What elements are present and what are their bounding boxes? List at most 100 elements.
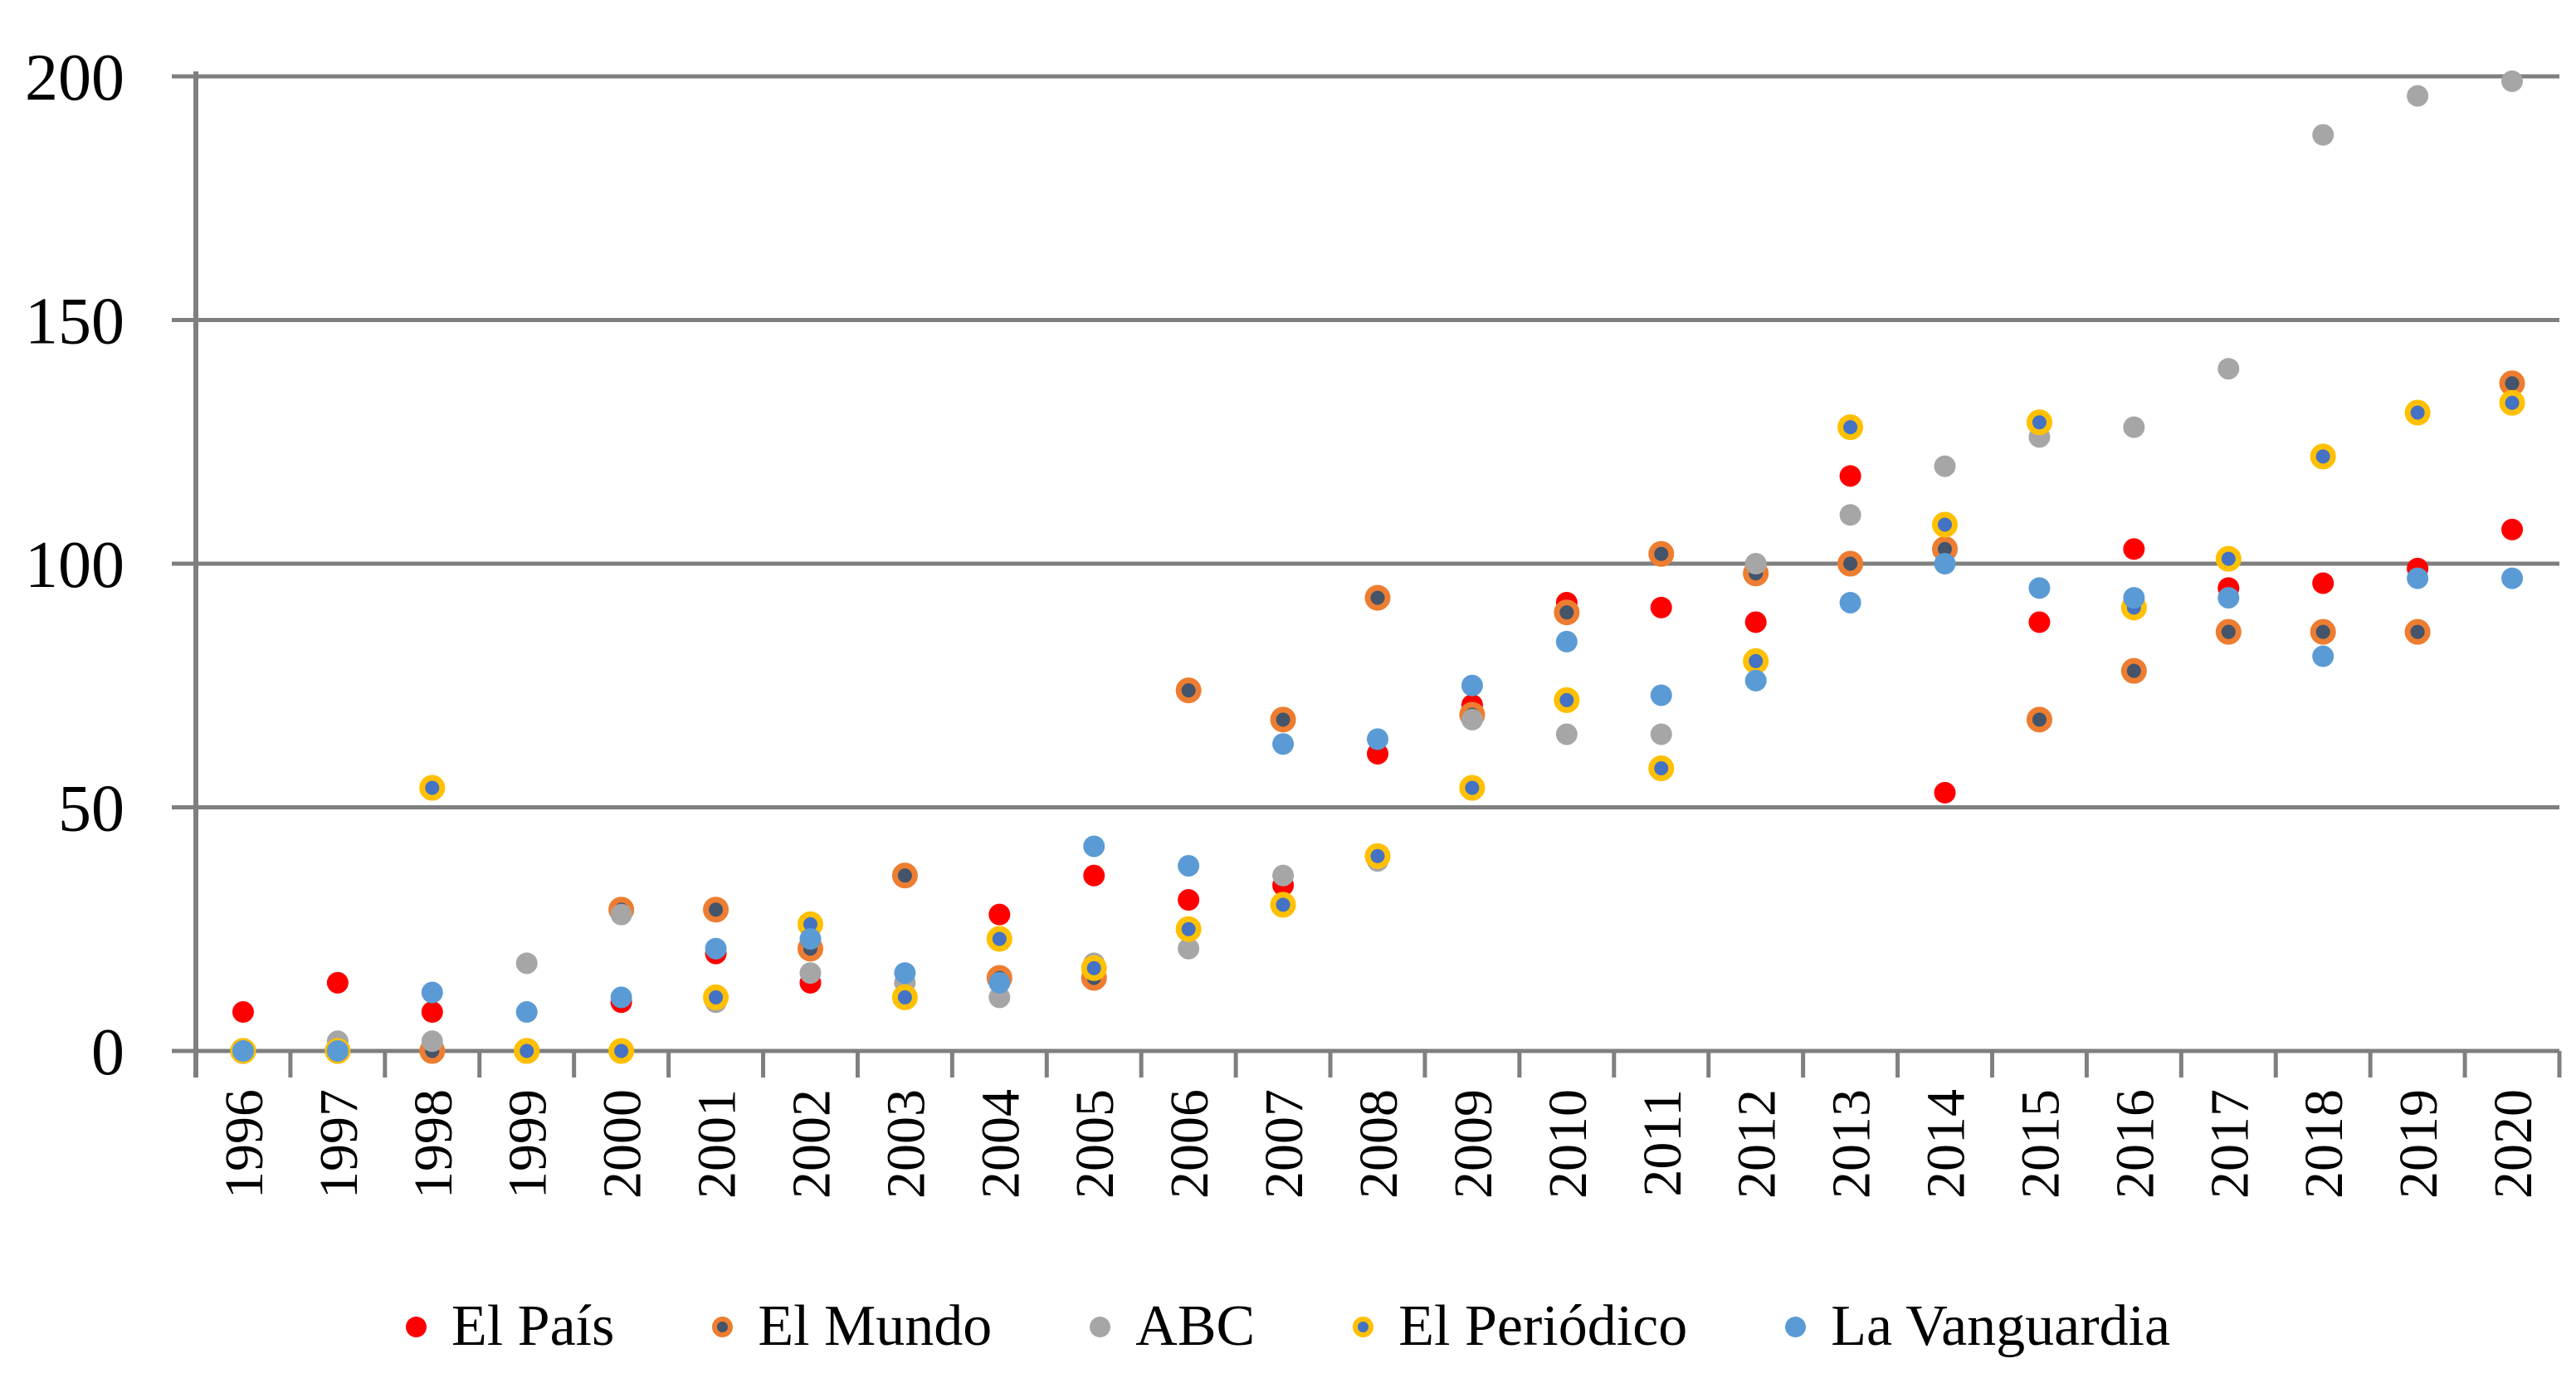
- x-axis-tick-label: 2009: [1443, 1089, 1504, 1199]
- data-point: [891, 863, 918, 889]
- data-point: [1367, 728, 1388, 750]
- legend-item-el-periódico: El Periódico: [1353, 1293, 1687, 1360]
- legend-label: El País: [451, 1294, 615, 1358]
- x-axis-tick-label: 2020: [2483, 1089, 2544, 1199]
- data-point: [1364, 843, 1391, 869]
- data-point: [421, 1030, 443, 1053]
- data-point: [2312, 572, 2334, 594]
- legend-label: La Vanguardia: [1831, 1294, 2171, 1358]
- x-axis-tick-label: 2017: [2199, 1089, 2260, 1199]
- data-point: [1555, 723, 1578, 745]
- data-point: [703, 897, 729, 923]
- x-axis-tick-label: 2014: [1916, 1089, 1977, 1199]
- data-point: [1461, 674, 1483, 696]
- data-point: [2404, 399, 2431, 426]
- x-axis-tick-label: 2003: [876, 1089, 936, 1199]
- legend-label: El Periódico: [1398, 1294, 1688, 1358]
- data-point: [705, 937, 727, 960]
- data-point: [2026, 706, 2052, 733]
- data-point: [988, 903, 1011, 926]
- legend-label: ABC: [1135, 1294, 1256, 1358]
- data-point: [1178, 889, 1200, 911]
- data-point: [2026, 409, 2052, 436]
- x-axis-tick-label: 2004: [970, 1089, 1031, 1199]
- x-axis-tick-label: 2000: [593, 1089, 653, 1199]
- data-point: [703, 984, 729, 1010]
- data-point: [1554, 599, 1580, 626]
- x-axis-tick-label: 2007: [1254, 1089, 1315, 1199]
- data-point: [2312, 124, 2334, 146]
- data-point: [1270, 706, 1296, 733]
- y-axis-tick-label: 50: [58, 773, 124, 846]
- data-point: [1934, 553, 1956, 574]
- data-point: [1555, 630, 1578, 652]
- data-point: [1272, 864, 1295, 887]
- data-point: [1083, 864, 1105, 887]
- data-point: [2123, 416, 2145, 438]
- chart-legend: El País El Mundo ABC El Periódico La Vanguar…: [0, 1268, 2576, 1385]
- data-point: [1175, 916, 1202, 942]
- x-axis-tick-label: 2013: [1822, 1089, 1882, 1199]
- data-point: [2501, 567, 2524, 589]
- x-axis-tick-label: 2015: [2010, 1089, 2071, 1199]
- data-point: [2217, 587, 2240, 609]
- data-point: [1554, 687, 1580, 713]
- x-axis-tick-label: 2006: [1159, 1089, 1220, 1199]
- data-point: [1081, 955, 1107, 981]
- data-point: [419, 775, 446, 801]
- data-point: [1744, 611, 1767, 633]
- data-point: [891, 984, 918, 1010]
- x-axis-tick-label: 2012: [1727, 1089, 1788, 1199]
- data-point: [2215, 618, 2242, 645]
- legend-label: El Mundo: [758, 1294, 993, 1358]
- data-point: [1934, 455, 1956, 477]
- data-point: [608, 1038, 635, 1064]
- data-point: [2499, 389, 2525, 416]
- data-point: [1934, 781, 1956, 804]
- data-point: [2120, 657, 2147, 684]
- data-point: [1744, 553, 1767, 574]
- legend-marker-icon: [1090, 1316, 1111, 1337]
- x-axis-tick-label: 1998: [403, 1089, 464, 1199]
- x-axis-tick-label: 2001: [687, 1089, 748, 1199]
- data-point: [894, 962, 916, 985]
- data-point: [988, 971, 1011, 994]
- data-point: [1364, 584, 1391, 611]
- legend-item-abc: ABC: [1090, 1293, 1255, 1360]
- data-point: [421, 981, 443, 1004]
- data-point: [610, 903, 632, 926]
- data-point: [1461, 708, 1483, 731]
- data-point: [1270, 892, 1296, 918]
- data-point: [1932, 511, 1959, 538]
- x-axis-tick-label: 2002: [781, 1089, 842, 1199]
- data-point: [1648, 540, 1675, 567]
- x-axis-tick-label: 2008: [1349, 1089, 1409, 1199]
- data-point: [2407, 85, 2429, 107]
- data-point: [2310, 618, 2336, 645]
- x-axis-tick-label: 1999: [498, 1089, 559, 1199]
- data-point: [2028, 611, 2051, 633]
- data-point: [515, 1001, 538, 1024]
- data-point: [515, 952, 538, 975]
- x-axis-tick-label: 2019: [2388, 1089, 2449, 1199]
- data-point: [2123, 587, 2145, 609]
- x-axis-tick-label: 2018: [2294, 1089, 2354, 1199]
- data-point: [1459, 775, 1486, 801]
- y-axis-tick-label: 0: [91, 1016, 124, 1089]
- data-point: [1743, 648, 1769, 674]
- data-point: [1650, 723, 1672, 745]
- y-axis-tick-label: 150: [25, 286, 124, 359]
- data-point: [1837, 414, 1864, 441]
- data-point: [1650, 684, 1672, 706]
- data-point: [1175, 677, 1202, 704]
- legend-item-el-mundo: El Mundo: [712, 1293, 992, 1360]
- data-point: [326, 1040, 349, 1062]
- data-point: [1744, 669, 1767, 692]
- data-point: [2312, 645, 2334, 667]
- data-point: [1837, 550, 1864, 577]
- data-point: [2123, 538, 2145, 560]
- legend-marker-icon: [405, 1316, 427, 1337]
- x-axis-tick-label: 2016: [2105, 1089, 2165, 1199]
